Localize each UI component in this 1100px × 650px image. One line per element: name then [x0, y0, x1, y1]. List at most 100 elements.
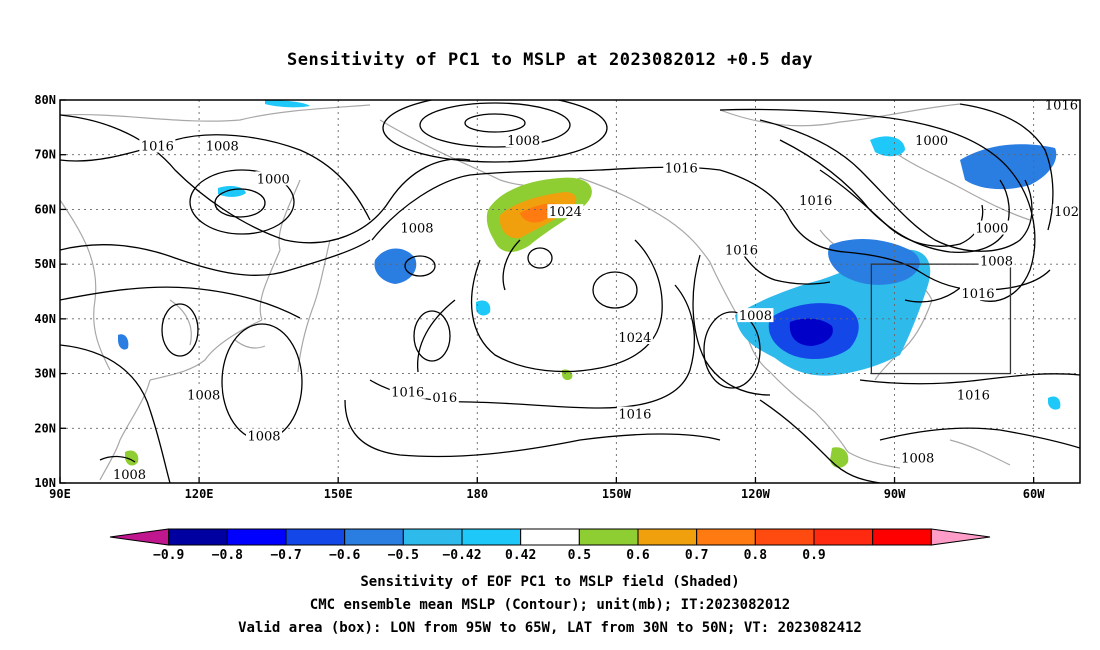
lon-tick-label: 90W	[884, 487, 906, 501]
colorbar-swatch	[872, 528, 932, 546]
contour-label-bg	[978, 253, 1015, 268]
contour-label-bg	[737, 308, 774, 323]
colorbar-swatch	[461, 528, 522, 546]
lat-tick-label: 20N	[34, 421, 56, 435]
valid-area-box	[870, 263, 1012, 375]
contour-label-bg	[616, 406, 653, 421]
negative-spot-atlantic	[1048, 396, 1061, 410]
colorbar-label: 0.9	[802, 548, 825, 563]
colorbar: −0.9 −0.8 −0.7 −0.6 −0.5 −0.42 0.42 0.5 0.6 0.7 0.…	[109, 528, 991, 563]
contour-label: 1008	[247, 429, 280, 444]
negative-spot-pacific	[476, 300, 491, 316]
negative-spot-sea	[118, 334, 129, 350]
contour-label: 1000	[975, 222, 1008, 237]
contour-label: 1016	[618, 408, 651, 423]
lat-tick-label: 40N	[34, 312, 56, 326]
contour-label: 1016	[725, 243, 758, 258]
colorbar-label: 0.42	[505, 548, 536, 563]
colorbar-end-high	[930, 528, 991, 546]
contour-label: 1000	[257, 172, 290, 187]
lon-tick-label: 180	[466, 487, 488, 501]
contour-label: 1024	[618, 331, 651, 346]
contour-label: 1008	[980, 254, 1013, 269]
contour-label: 1008	[901, 451, 934, 466]
contour-label-bg	[973, 220, 1010, 235]
colorbar-swatch	[696, 528, 756, 546]
colorbar-swatch	[637, 528, 698, 546]
contour-label-bg	[913, 133, 950, 148]
colorbar-swatch	[168, 528, 228, 546]
colorbar-label: 0.6	[626, 548, 650, 563]
colorbar-swatch	[578, 528, 639, 546]
map-title: Sensitivity of PC1 to MSLP at 2023082012…	[286, 50, 813, 70]
contour-label-bg	[255, 171, 292, 186]
colorbar-label: −0.9	[153, 548, 184, 563]
contour-label-bg	[797, 193, 834, 208]
colorbar-swatch	[226, 528, 287, 546]
colorbar-label: 0.5	[568, 548, 591, 563]
lon-tick-label: 120W	[741, 487, 771, 501]
negative-peak-north-america	[789, 318, 833, 346]
negative-spot-arctic	[265, 100, 310, 108]
contour-label-bg	[389, 384, 426, 399]
positive-spot-atlantic	[830, 447, 849, 468]
contour-label-bg	[1052, 204, 1080, 219]
contour-label-bg	[139, 138, 176, 153]
contour-label-bg	[899, 450, 936, 465]
colorbar-swatch	[285, 528, 346, 546]
colorbar-swatch	[344, 528, 404, 546]
negative-region-greenland	[960, 144, 1057, 190]
contour-label: 1016	[391, 386, 424, 401]
contour-label-bg	[185, 387, 222, 402]
colorbar-swatch	[813, 528, 874, 546]
lat-tick-label: 10N	[34, 476, 56, 490]
lat-tick-label: 70N	[34, 148, 56, 162]
contour-label: 1000	[915, 134, 948, 149]
caption-line-2: CMC ensemble mean MSLP (Contour); unit(m…	[309, 597, 791, 613]
contour-label: 1008	[187, 388, 220, 403]
contour-label: 1024	[1054, 205, 1087, 220]
contour-label-bg	[547, 204, 584, 219]
contour-label: 1008	[113, 468, 146, 483]
contour-label: 016	[432, 391, 457, 406]
colorbar-swatch	[520, 528, 580, 546]
colorbar-label: −0.42	[442, 548, 481, 563]
contour-label: 1008	[400, 222, 433, 237]
colorbar-label: −0.5	[388, 548, 419, 563]
lat-tick-label: 30N	[34, 367, 56, 381]
colorbar-label: −0.7	[270, 548, 301, 563]
contour-label: 1016	[799, 194, 832, 209]
contour-label: 1008	[739, 309, 772, 324]
sensitivity-shading	[118, 100, 1061, 468]
colorbar-label: −0.8	[212, 548, 243, 563]
contour-label: 1016	[957, 388, 990, 403]
contour-label-bg	[723, 242, 760, 257]
lon-tick-label: 150E	[324, 487, 353, 501]
colorbar-swatch	[402, 528, 463, 546]
contour-label: 1008	[206, 140, 239, 155]
negative-region-canada	[828, 238, 920, 285]
lat-tick-label: 60N	[34, 202, 56, 216]
colorbar-swatch	[754, 528, 815, 546]
plot-frame	[59, 99, 1081, 484]
contour-label-bg	[616, 330, 653, 345]
contour-label-bg	[955, 387, 992, 402]
negative-spot-siberia	[218, 185, 246, 197]
contour-label: 1016	[961, 287, 994, 302]
lon-tick-label: 60W	[1023, 487, 1045, 501]
contour-label: 1016	[1045, 98, 1078, 113]
caption-line-1: Sensitivity of EOF PC1 to MSLP field (Sh…	[360, 574, 740, 590]
contour-label-bg	[111, 466, 148, 481]
caption-line-3: Valid area (box): LON from 95W to 65W, L…	[238, 620, 862, 636]
colorbar-end-low	[109, 528, 170, 546]
negative-spot-greenland-west	[870, 136, 905, 157]
contour-label-bg	[204, 138, 241, 153]
contour-label-bg	[399, 220, 435, 235]
colorbar-label: −0.6	[329, 548, 360, 563]
lon-tick-label: 150W	[602, 487, 632, 501]
lat-tick-label: 80N	[34, 93, 56, 107]
contour-labels: 1016 1008 1000 1008 1016 1024 1008 1016 1000 1000…	[111, 98, 1087, 483]
colorbar-label: 0.7	[685, 548, 708, 563]
